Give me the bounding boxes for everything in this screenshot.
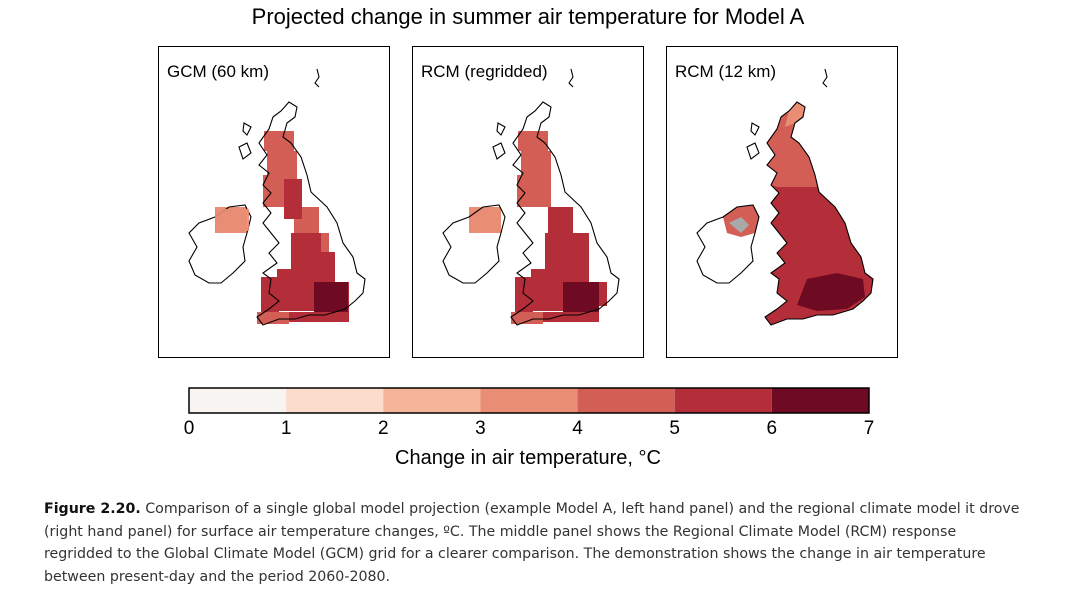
colorbar-bin-2 xyxy=(383,388,481,413)
panel-gcm-60km: GCM (60 km) xyxy=(158,46,390,358)
colorbar-bin-5 xyxy=(674,388,772,413)
colorbar-tick-label: 0 xyxy=(183,418,195,439)
map-rcm-12km xyxy=(696,68,874,326)
colorbar-bin-1 xyxy=(286,388,384,413)
map-gcm xyxy=(188,68,366,326)
colorbar-tick-label: 1 xyxy=(280,418,292,439)
colorbar-bin-6 xyxy=(771,388,869,413)
colorbar-border xyxy=(188,387,870,414)
colorbar-bin-3 xyxy=(480,388,578,413)
coastline-rcm-12km xyxy=(696,68,874,326)
caption-text: Comparison of a single global model proj… xyxy=(44,501,1020,585)
rcm-regridded-grid-cells xyxy=(469,131,607,324)
colorbar-title: Change in air temperature, °C xyxy=(395,447,661,469)
colorbar-bin-0 xyxy=(189,388,287,413)
figure-caption: Figure 2.20. Comparison of a single glob… xyxy=(44,498,1024,588)
colorbar-tick-label: 7 xyxy=(863,418,875,439)
panel-label-gcm: GCM (60 km) xyxy=(167,62,269,81)
rcm-12km-field xyxy=(723,102,873,325)
colorbar-tick-label: 4 xyxy=(572,418,583,439)
panel-rcm-12km: RCM (12 km) xyxy=(666,46,898,358)
panel-rcm-regridded: RCM (regridded) xyxy=(412,46,644,358)
coastline-rcm-regridded xyxy=(442,68,620,326)
colorbar-tick-label: 5 xyxy=(669,418,680,439)
colorbar-tick-label: 6 xyxy=(766,418,778,439)
colorbar-bin-4 xyxy=(577,388,675,413)
figure-title: Projected change in summer air temperatu… xyxy=(251,4,805,29)
panel-label-rcm-12km: RCM (12 km) xyxy=(675,62,777,81)
map-rcm-regridded xyxy=(442,68,620,326)
colorbar-tick-label: 3 xyxy=(475,418,486,439)
colorbar-tick-label: 2 xyxy=(377,418,389,439)
panel-label-rcm-regridded: RCM (regridded) xyxy=(421,62,548,81)
colorbar xyxy=(188,387,870,414)
caption-figure-label: Figure 2.20. xyxy=(44,501,141,517)
